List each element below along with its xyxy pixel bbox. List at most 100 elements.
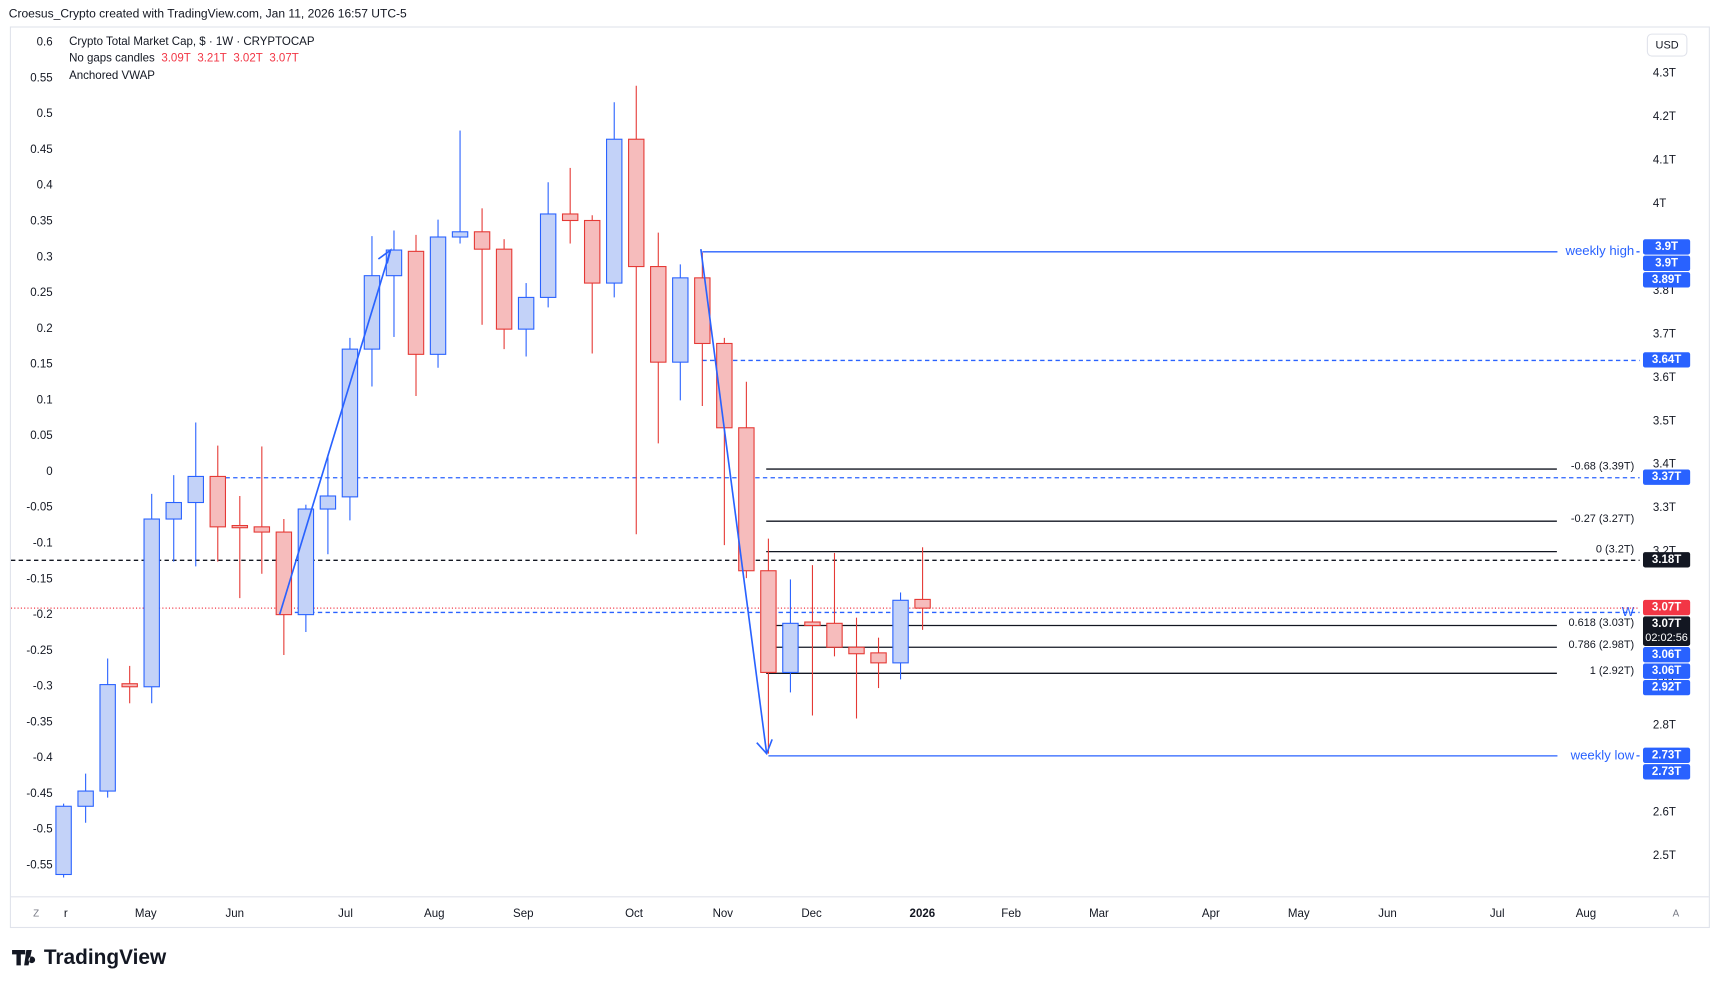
x-tick-label: Aug (1576, 908, 1596, 920)
level-label: W (1622, 604, 1635, 619)
x-tick-label: r (64, 908, 68, 920)
x-tick-label: Jun (1378, 908, 1397, 920)
y2-tick-label: -0.1 (33, 538, 53, 550)
y-tick-label: 2.8T (1653, 719, 1676, 731)
legend-close: 3.07T (269, 52, 298, 64)
x-tick-label: Jul (338, 908, 353, 920)
price-badge (1642, 616, 1691, 646)
fib-label: 1 (2.92T) (1590, 665, 1634, 677)
candle-body (672, 277, 689, 363)
drawings (278, 248, 773, 756)
y2-tick-label: -0.05 (26, 502, 52, 514)
y-tick-label: 3.5T (1653, 415, 1676, 427)
price-badge-label: 2.73T (1652, 749, 1681, 761)
price-badge-label: 3.37T (1652, 471, 1681, 483)
candle-body (495, 248, 513, 330)
price-badge (1642, 469, 1691, 485)
y2-tick-label: -0.4 (33, 752, 53, 764)
y2-tick-label: 0.55 (30, 72, 52, 84)
candle-body (650, 266, 667, 363)
x-tick-label: Mar (1089, 908, 1109, 920)
attribution: Croesus_Crypto created with TradingView.… (9, 7, 407, 21)
legend-open: 3.09T (161, 52, 190, 64)
zoom-button[interactable]: Z (33, 908, 39, 919)
y2-tick-label: 0.35 (30, 216, 52, 228)
auto-button[interactable]: A (1673, 908, 1680, 919)
x-tick-label: 2026 (910, 908, 936, 920)
price-badge-label: 3.9T (1655, 241, 1678, 253)
y-tick-label: 3.8T (1653, 285, 1676, 297)
legend-indicator: Anchored VWAP (69, 70, 155, 82)
candle-body (561, 213, 579, 222)
candle-body (694, 277, 711, 345)
candle-body (55, 805, 72, 876)
y2-tick-label: -0.55 (26, 859, 52, 871)
price-badge (1642, 679, 1691, 696)
trend-line-down (700, 249, 768, 754)
price-badge (1642, 647, 1691, 663)
price-badge-label: 3.9T (1655, 257, 1678, 269)
currency-box[interactable] (1646, 33, 1688, 57)
x-tick-label: Apr (1202, 908, 1220, 920)
x-tick-label: Feb (1001, 908, 1021, 920)
x-tick-label: May (1288, 908, 1310, 920)
price-badge (1642, 255, 1691, 272)
candle-body (187, 475, 204, 504)
y-tick-label: 2.6T (1653, 806, 1676, 818)
y2-tick-label: 0.25 (30, 287, 52, 299)
candle-body (606, 138, 623, 284)
candle-body (914, 598, 931, 609)
y2-tick-label: 0.05 (30, 430, 52, 442)
price-badge (1642, 764, 1691, 780)
y-tick-label: 2.5T (1653, 850, 1676, 862)
candle-body (473, 231, 491, 250)
candle-body (319, 495, 337, 510)
candle-body (99, 684, 116, 792)
candle-body (870, 652, 887, 664)
x-tick-label: Aug (424, 908, 444, 920)
legend-candle-style: No gaps candles (69, 52, 155, 64)
y2-tick-label: 0.2 (37, 323, 53, 335)
price-badge-label: 3.07T (1652, 602, 1681, 614)
y-tick-label: 3.7T (1653, 328, 1676, 340)
candle-body (451, 231, 469, 238)
y-tick-label: 3.3T (1653, 502, 1676, 514)
x-tick-label: Jun (225, 908, 244, 920)
candle-body (77, 790, 94, 807)
fib-label: 0.786 (2.98T) (1568, 639, 1634, 651)
y2-tick-label: -0.2 (33, 609, 53, 621)
candle-body (804, 621, 821, 627)
brand-logo (12, 949, 36, 966)
price-badge (1642, 747, 1691, 763)
candle-body (209, 475, 227, 528)
y2-tick-label: -0.35 (26, 716, 52, 728)
fib-label: 0.618 (3.03T) (1568, 617, 1634, 629)
legend-candles: No gaps candles 3.09T 3.21T 3.02T 3.07T (69, 52, 299, 64)
arrow-head (756, 739, 773, 756)
y2-tick-label: 0.15 (30, 359, 52, 371)
candle-body (539, 213, 557, 298)
candle-body (782, 622, 799, 673)
candle-body (231, 524, 249, 529)
price-badge-label: 2.73T (1652, 766, 1681, 778)
y2-tick-label: -0.45 (26, 788, 52, 800)
candle-body (848, 646, 865, 655)
candle-body (826, 622, 843, 648)
candle-body (583, 219, 601, 284)
level-label: weekly high (1564, 243, 1634, 258)
y-tick-label: 4.3T (1653, 68, 1676, 80)
x-tick-label: Jul (1490, 908, 1505, 920)
candle-body (143, 518, 160, 688)
y2-tick-label: -0.5 (33, 824, 53, 836)
y-tick-label: 4.1T (1653, 155, 1676, 167)
legend-title: Crypto Total Market Cap, $ · 1W · CRYPTO… (69, 36, 315, 48)
legend-high: 3.21T (197, 52, 226, 64)
price-badge-label: 3.64T (1652, 354, 1681, 366)
currency[interactable]: USD (1656, 40, 1679, 52)
plot: weekly high weekly low W -0.68 (3.39T) -0.27… (10, 85, 1640, 878)
y2-tick-label: -0.3 (33, 681, 53, 693)
level-label: weekly low (1570, 747, 1635, 762)
x-tick-label: Sep (513, 908, 533, 920)
